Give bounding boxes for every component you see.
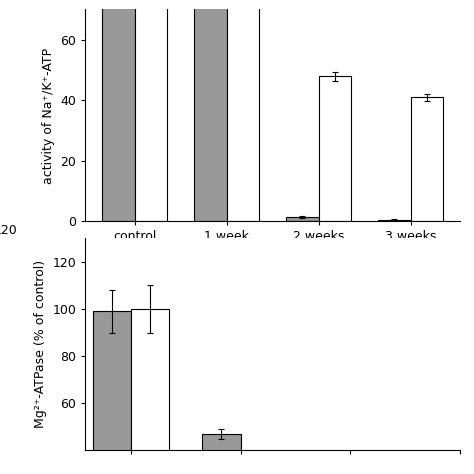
Bar (227, 0, 259, 221)
Bar (135, 0, 167, 221)
Bar (102, 0, 135, 221)
Bar (93, 311, 131, 474)
Bar (131, 309, 169, 474)
Bar (378, 220, 410, 221)
Bar (319, 76, 351, 221)
Bar (410, 97, 443, 221)
Y-axis label: activity of Na⁺/K⁺-ATP: activity of Na⁺/K⁺-ATP (42, 47, 55, 183)
Bar (194, 0, 227, 221)
Text: 120: 120 (0, 224, 18, 237)
Bar (286, 217, 319, 221)
Y-axis label: Mg²⁺-ATPase (% of control): Mg²⁺-ATPase (% of control) (34, 260, 47, 428)
Bar (202, 434, 241, 474)
